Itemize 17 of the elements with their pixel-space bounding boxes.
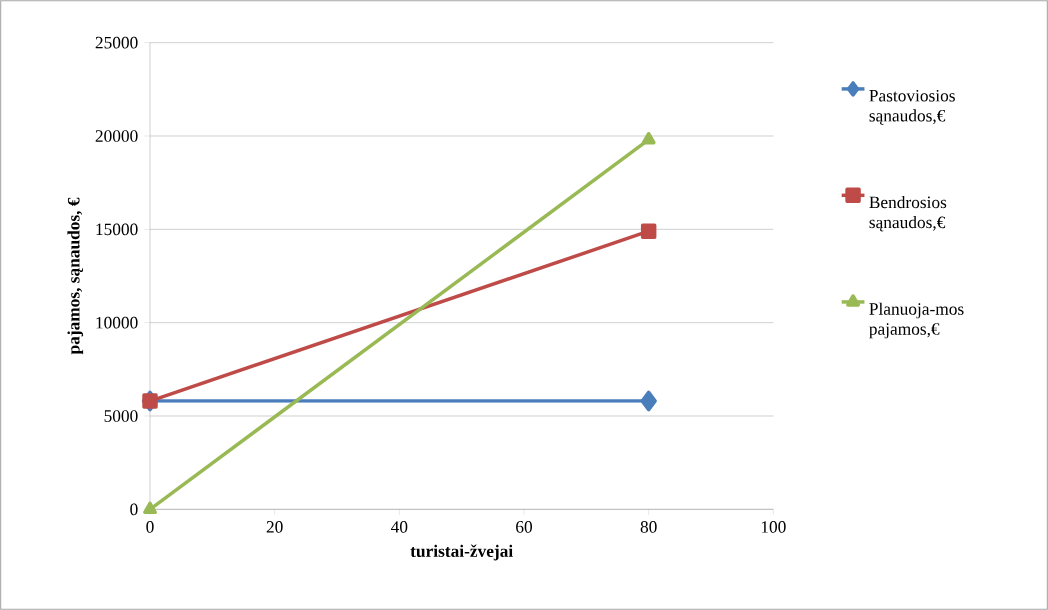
y-axis-title: pajamos, sąnaudos, € [67,197,84,355]
x-tick-label: 40 [391,521,408,533]
x-tick-label: 60 [516,521,533,533]
x-tick-label: 20 [266,521,283,533]
x-axis-title: turistai-žvejai [410,544,513,561]
y-tick-label: 0 [130,503,138,516]
legend-label: Planuoja-mos pajamos,€ [869,302,964,339]
x-tick-label: 100 [761,521,786,533]
y-tick-label: 15000 [96,223,138,236]
x-tick-label: 0 [146,521,154,533]
y-tick-label: 20000 [95,130,138,142]
y-tick-label: 10000 [96,316,138,329]
legend-label: Pastoviosios sąnaudos,€ [869,89,955,125]
y-tick-label: 5000 [104,410,138,422]
legend-label: Bendrosios sąnaudos,€ [869,195,947,232]
y-tick-label: 25000 [95,36,138,49]
x-tick-label: 80 [640,521,657,533]
